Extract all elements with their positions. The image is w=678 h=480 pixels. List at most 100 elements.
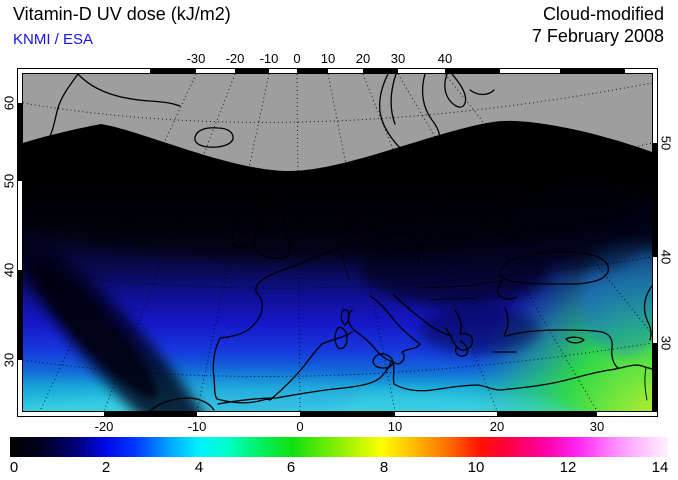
coast-adriatic bbox=[393, 294, 453, 337]
coast-morocco bbox=[149, 397, 215, 411]
coast-sweden bbox=[421, 74, 441, 151]
coast-caspian bbox=[643, 285, 652, 341]
coast-baltic-south bbox=[359, 205, 435, 233]
frame-band-segment bbox=[653, 143, 658, 257]
frame-band-segment bbox=[363, 69, 398, 74]
frame-band-segment bbox=[328, 69, 363, 74]
frame-band-segment bbox=[625, 69, 653, 74]
frame-band-segment bbox=[297, 69, 328, 74]
coast-sardinia bbox=[334, 326, 348, 350]
coast-bosporus bbox=[497, 279, 517, 300]
colorbar-gradient bbox=[10, 437, 668, 457]
coast-blacksea bbox=[499, 251, 610, 285]
left-axis-label: 40 bbox=[1, 262, 17, 278]
coast-sicily bbox=[372, 353, 394, 369]
map-field bbox=[23, 74, 652, 411]
right-axis-label: 40 bbox=[658, 249, 674, 265]
frame-band-segment bbox=[497, 412, 597, 417]
coast-corsica bbox=[340, 309, 350, 326]
right-axis-label: 30 bbox=[658, 335, 674, 351]
bottom-axis-label: 30 bbox=[589, 419, 605, 434]
frame-band-segment bbox=[653, 73, 658, 143]
date-label: 7 February 2008 bbox=[531, 26, 664, 46]
top-axis-label: 10 bbox=[320, 51, 336, 66]
coast-iberia bbox=[212, 331, 353, 404]
coast-north-africa bbox=[217, 359, 652, 405]
right-axis-label: 50 bbox=[658, 135, 674, 151]
top-axis-label: 20 bbox=[355, 51, 371, 66]
frame-band-segment bbox=[196, 69, 235, 74]
coast-norway bbox=[378, 74, 403, 151]
country-borders bbox=[339, 221, 505, 301]
frame-band-segment bbox=[18, 270, 23, 360]
frame-band-segment bbox=[269, 69, 297, 74]
colorbar-tick-label: 10 bbox=[467, 459, 485, 476]
coast-norway-inner bbox=[390, 74, 397, 125]
coast-denmark bbox=[345, 211, 356, 233]
colorbar-tick-label: 14 bbox=[651, 459, 669, 476]
mode-label: Cloud-modified bbox=[542, 4, 664, 24]
bottom-axis-label: 20 bbox=[489, 419, 505, 434]
bottom-axis-label: 10 bbox=[387, 419, 403, 434]
colorbar-tick-label: 12 bbox=[559, 459, 577, 476]
frame-bands bbox=[18, 69, 658, 417]
top-axis-label: -10 bbox=[259, 51, 279, 66]
coast-greenland bbox=[49, 74, 79, 137]
cloud-shading bbox=[23, 110, 652, 411]
coast-northsea bbox=[301, 231, 357, 264]
top-axis-label: 30 bbox=[390, 51, 406, 66]
left-axis-label: 60 bbox=[1, 95, 17, 111]
frame-band-segment bbox=[104, 412, 197, 417]
graticule bbox=[23, 74, 652, 411]
coast-peloponnese bbox=[454, 340, 469, 357]
coast-cyprus bbox=[565, 336, 585, 344]
left-axis-label: 30 bbox=[1, 352, 17, 368]
coast-turkey-west bbox=[503, 307, 509, 337]
frame-band-segment bbox=[653, 257, 658, 343]
frame-band-segment bbox=[150, 69, 196, 74]
top-axis-label: -20 bbox=[225, 51, 245, 66]
coastlines bbox=[49, 74, 652, 411]
frame-band-segment bbox=[653, 343, 658, 412]
frame-band-segment bbox=[22, 412, 104, 417]
top-axis-label: 0 bbox=[293, 51, 301, 66]
coast-italy bbox=[347, 295, 421, 365]
coast-bothnia bbox=[444, 74, 467, 108]
frame-band-segment bbox=[18, 103, 23, 181]
top-axis-label: 40 bbox=[437, 51, 453, 66]
colorbar-tick-label: 6 bbox=[286, 459, 296, 476]
frame-band-segment bbox=[18, 360, 23, 412]
frame-band-segment bbox=[560, 69, 625, 74]
frame-band-segment bbox=[398, 69, 445, 74]
frame-band-segment bbox=[597, 412, 653, 417]
coast-turkey-south bbox=[505, 329, 619, 369]
page-title: Vitamin-D UV dose (kJ/m2) bbox=[13, 4, 231, 24]
source-credit: KNMI / ESA bbox=[13, 31, 94, 48]
coast-nile bbox=[644, 367, 648, 401]
map-frame-inner bbox=[22, 73, 653, 412]
frame-band-segment bbox=[445, 69, 500, 74]
colorbar-tick-label: 2 bbox=[101, 459, 111, 476]
coast-britain bbox=[253, 198, 291, 260]
frame-band-segment bbox=[395, 412, 497, 417]
colorbar-tick-label: 4 bbox=[194, 459, 204, 476]
frame-band-segment bbox=[18, 181, 23, 270]
coast-france-west bbox=[219, 262, 303, 339]
coast-iceland bbox=[194, 127, 234, 148]
no-data-region bbox=[23, 74, 652, 171]
coast-kola bbox=[469, 89, 495, 96]
coast-greenland-east bbox=[77, 74, 181, 107]
map-frame-outer bbox=[17, 68, 658, 417]
colorbar-tick-label: 0 bbox=[9, 459, 19, 476]
colorbar-tick-label: 8 bbox=[379, 459, 389, 476]
frame-band-segment bbox=[22, 69, 150, 74]
frame-band-segment bbox=[197, 412, 300, 417]
frame-band-segment bbox=[235, 69, 269, 74]
bottom-axis-label: 0 bbox=[296, 419, 304, 434]
bottom-axis-label: -20 bbox=[94, 419, 114, 434]
frame-band-segment bbox=[300, 412, 395, 417]
left-axis-label: 50 bbox=[1, 173, 17, 189]
frame-band-segment bbox=[500, 69, 560, 74]
